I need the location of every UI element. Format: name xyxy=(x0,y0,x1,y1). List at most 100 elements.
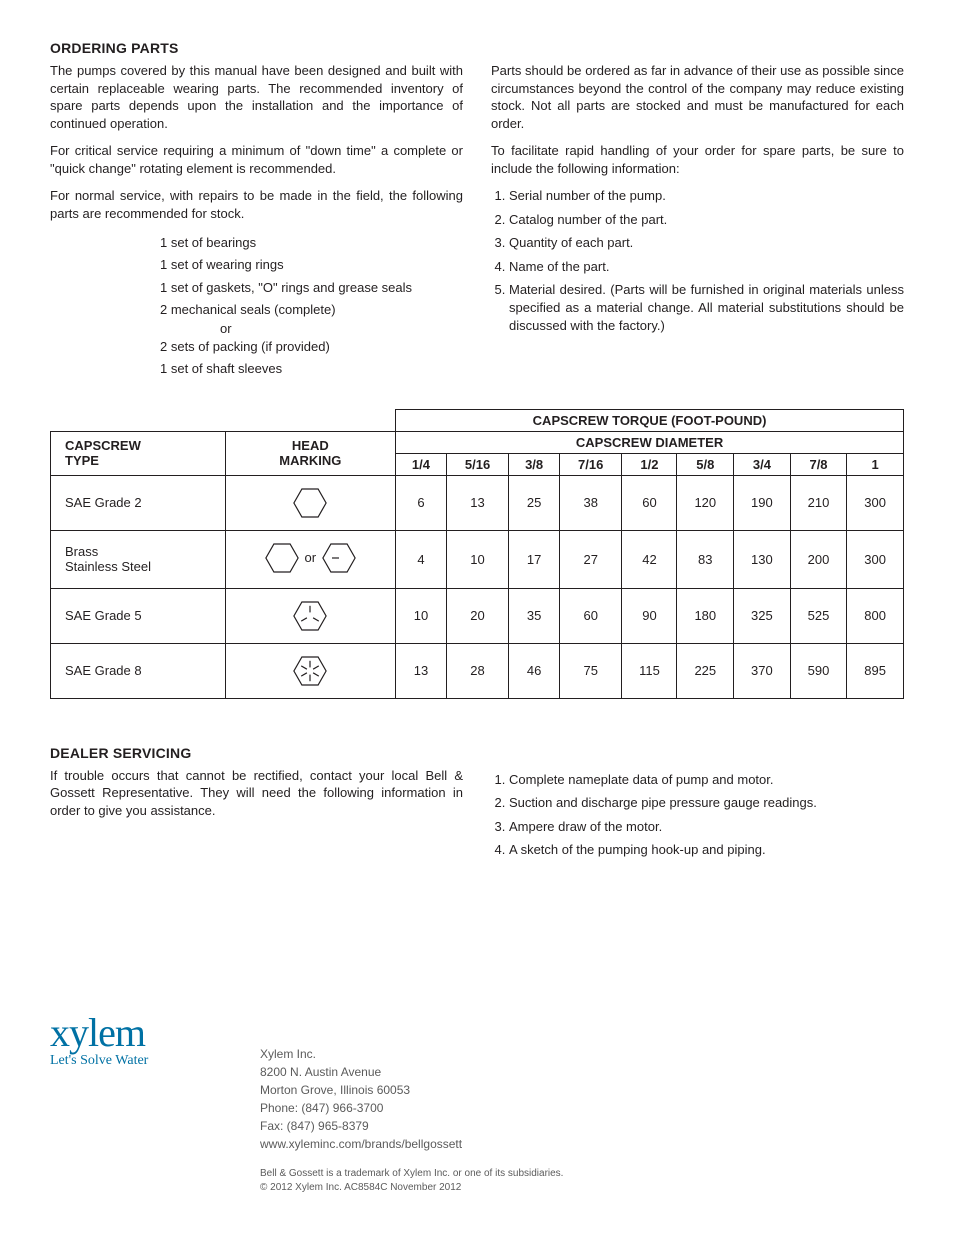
torque-value-cell: 60 xyxy=(559,588,621,643)
torque-type-cell: SAE Grade 2 xyxy=(51,475,226,530)
torque-value-cell: 13 xyxy=(396,643,447,698)
torque-value-cell: 120 xyxy=(677,475,734,530)
dealer-para: If trouble occurs that cannot be rectifi… xyxy=(50,767,463,820)
phone-line: Phone: (847) 966-3700 xyxy=(260,1099,462,1117)
torque-value-cell: 525 xyxy=(790,588,847,643)
address-line: 8200 N. Austin Avenue xyxy=(260,1063,462,1081)
dealer-info-item: Suction and discharge pipe pressure gaug… xyxy=(509,794,904,812)
ordering-right-col: Parts should be ordered as far in advanc… xyxy=(491,62,904,381)
torque-value-cell: 225 xyxy=(677,643,734,698)
torque-value-cell: 115 xyxy=(622,643,677,698)
torque-value-cell: 38 xyxy=(559,475,621,530)
torque-value-cell: 90 xyxy=(622,588,677,643)
document-page: ORDERING PARTS The pumps covered by this… xyxy=(0,0,954,1235)
stock-item: 2 sets of packing (if provided) xyxy=(160,336,463,358)
ordering-info-list: Serial number of the pump. Catalog numbe… xyxy=(491,187,904,334)
stock-item: 1 set of bearings xyxy=(160,232,463,254)
stock-item: 2 mechanical seals (complete) xyxy=(160,299,463,321)
dealer-section: DEALER SERVICING If trouble occurs that … xyxy=(50,745,904,865)
torque-value-cell: 325 xyxy=(734,588,791,643)
torque-value-cell: 42 xyxy=(622,530,677,588)
torque-value-cell: 10 xyxy=(446,530,508,588)
torque-top-header: CAPSCREW TORQUE (FOOT-POUND) xyxy=(396,409,904,431)
torque-row: BrassStainless Steel or 4101727428313020… xyxy=(51,530,904,588)
torque-value-cell: 83 xyxy=(677,530,734,588)
dealer-right-col: Complete nameplate data of pump and moto… xyxy=(491,767,904,865)
url-line: www.xyleminc.com/brands/bellgossett xyxy=(260,1135,462,1153)
torque-value-cell: 25 xyxy=(509,475,560,530)
torque-diam-col: 1/2 xyxy=(622,453,677,475)
torque-row: SAE Grade 2 613253860120190210300 xyxy=(51,475,904,530)
torque-value-cell: 590 xyxy=(790,643,847,698)
torque-value-cell: 10 xyxy=(396,588,447,643)
ordering-para: For normal service, with repairs to be m… xyxy=(50,187,463,222)
stock-or: or xyxy=(220,321,463,337)
torque-value-cell: 6 xyxy=(396,475,447,530)
torque-value-cell: 300 xyxy=(847,530,904,588)
torque-diam-col: 5/16 xyxy=(446,453,508,475)
torque-value-cell: 46 xyxy=(509,643,560,698)
torque-head-marking-cell xyxy=(225,643,396,698)
brand-logo: xylem Let's Solve Water xyxy=(50,1015,220,1069)
brand-logo-tagline: Let's Solve Water xyxy=(50,1053,220,1069)
torque-diam-col: 5/8 xyxy=(677,453,734,475)
ordering-parts-heading: ORDERING PARTS xyxy=(50,40,904,56)
ordering-info-item: Quantity of each part. xyxy=(509,234,904,252)
torque-value-cell: 130 xyxy=(734,530,791,588)
dealer-info-item: A sketch of the pumping hook-up and pipi… xyxy=(509,841,904,859)
torque-value-cell: 28 xyxy=(446,643,508,698)
dealer-heading: DEALER SERVICING xyxy=(50,745,904,761)
torque-head-marking-cell: or xyxy=(225,530,396,588)
torque-table: CAPSCREW TORQUE (FOOT-POUND) CAPSCREWTYPE… xyxy=(50,409,904,699)
ordering-info-item: Serial number of the pump. xyxy=(509,187,904,205)
torque-value-cell: 4 xyxy=(396,530,447,588)
dealer-info-list: Complete nameplate data of pump and moto… xyxy=(491,771,904,859)
torque-value-cell: 180 xyxy=(677,588,734,643)
torque-value-cell: 210 xyxy=(790,475,847,530)
ordering-para: Parts should be ordered as far in advanc… xyxy=(491,62,904,132)
company-name: Xylem Inc. xyxy=(260,1045,462,1063)
torque-diam-col: 3/4 xyxy=(734,453,791,475)
torque-value-cell: 27 xyxy=(559,530,621,588)
torque-type-cell: BrassStainless Steel xyxy=(51,530,226,588)
torque-value-cell: 895 xyxy=(847,643,904,698)
company-address: Xylem Inc. 8200 N. Austin Avenue Morton … xyxy=(260,1015,462,1153)
torque-diam-col: 7/16 xyxy=(559,453,621,475)
dealer-left-col: If trouble occurs that cannot be rectifi… xyxy=(50,767,463,865)
torque-diam-col: 7/8 xyxy=(790,453,847,475)
torque-col1-header: CAPSCREWTYPE xyxy=(51,431,226,475)
ordering-info-item: Name of the part. xyxy=(509,258,904,276)
torque-type-cell: SAE Grade 8 xyxy=(51,643,226,698)
ordering-info-item: Catalog number of the part. xyxy=(509,211,904,229)
legal-line: © 2012 Xylem Inc. AC8584C November 2012 xyxy=(260,1181,904,1195)
ordering-info-item: Material desired. (Parts will be furnish… xyxy=(509,281,904,334)
fax-line: Fax: (847) 965-8379 xyxy=(260,1117,462,1135)
stock-item: 1 set of wearing rings xyxy=(160,254,463,276)
torque-value-cell: 35 xyxy=(509,588,560,643)
torque-head-marking-cell xyxy=(225,588,396,643)
head-or-label: or xyxy=(305,550,317,565)
dealer-columns: If trouble occurs that cannot be rectifi… xyxy=(50,767,904,865)
torque-value-cell: 13 xyxy=(446,475,508,530)
torque-type-cell: SAE Grade 5 xyxy=(51,588,226,643)
torque-value-cell: 190 xyxy=(734,475,791,530)
page-footer: xylem Let's Solve Water Xylem Inc. 8200 … xyxy=(50,1015,904,1195)
torque-value-cell: 370 xyxy=(734,643,791,698)
torque-value-cell: 800 xyxy=(847,588,904,643)
dealer-info-item: Complete nameplate data of pump and moto… xyxy=(509,771,904,789)
torque-diam-col: 1/4 xyxy=(396,453,447,475)
stock-item: 1 set of gaskets, "O" rings and grease s… xyxy=(160,277,463,299)
torque-row: SAE Grade 5 1020356090180325525800 xyxy=(51,588,904,643)
torque-head-marking-cell xyxy=(225,475,396,530)
torque-value-cell: 200 xyxy=(790,530,847,588)
stock-list: 1 set of bearings 1 set of wearing rings… xyxy=(160,232,463,380)
torque-diam-col: 3/8 xyxy=(509,453,560,475)
torque-value-cell: 17 xyxy=(509,530,560,588)
dealer-info-item: Ampere draw of the motor. xyxy=(509,818,904,836)
ordering-para: To facilitate rapid handling of your ord… xyxy=(491,142,904,177)
brand-logo-text: xylem xyxy=(50,1015,220,1051)
address-line: Morton Grove, Illinois 60053 xyxy=(260,1081,462,1099)
torque-col2-header: HEADMARKING xyxy=(225,431,396,475)
legal-line: Bell & Gossett is a trademark of Xylem I… xyxy=(260,1167,904,1181)
torque-diam-col: 1 xyxy=(847,453,904,475)
